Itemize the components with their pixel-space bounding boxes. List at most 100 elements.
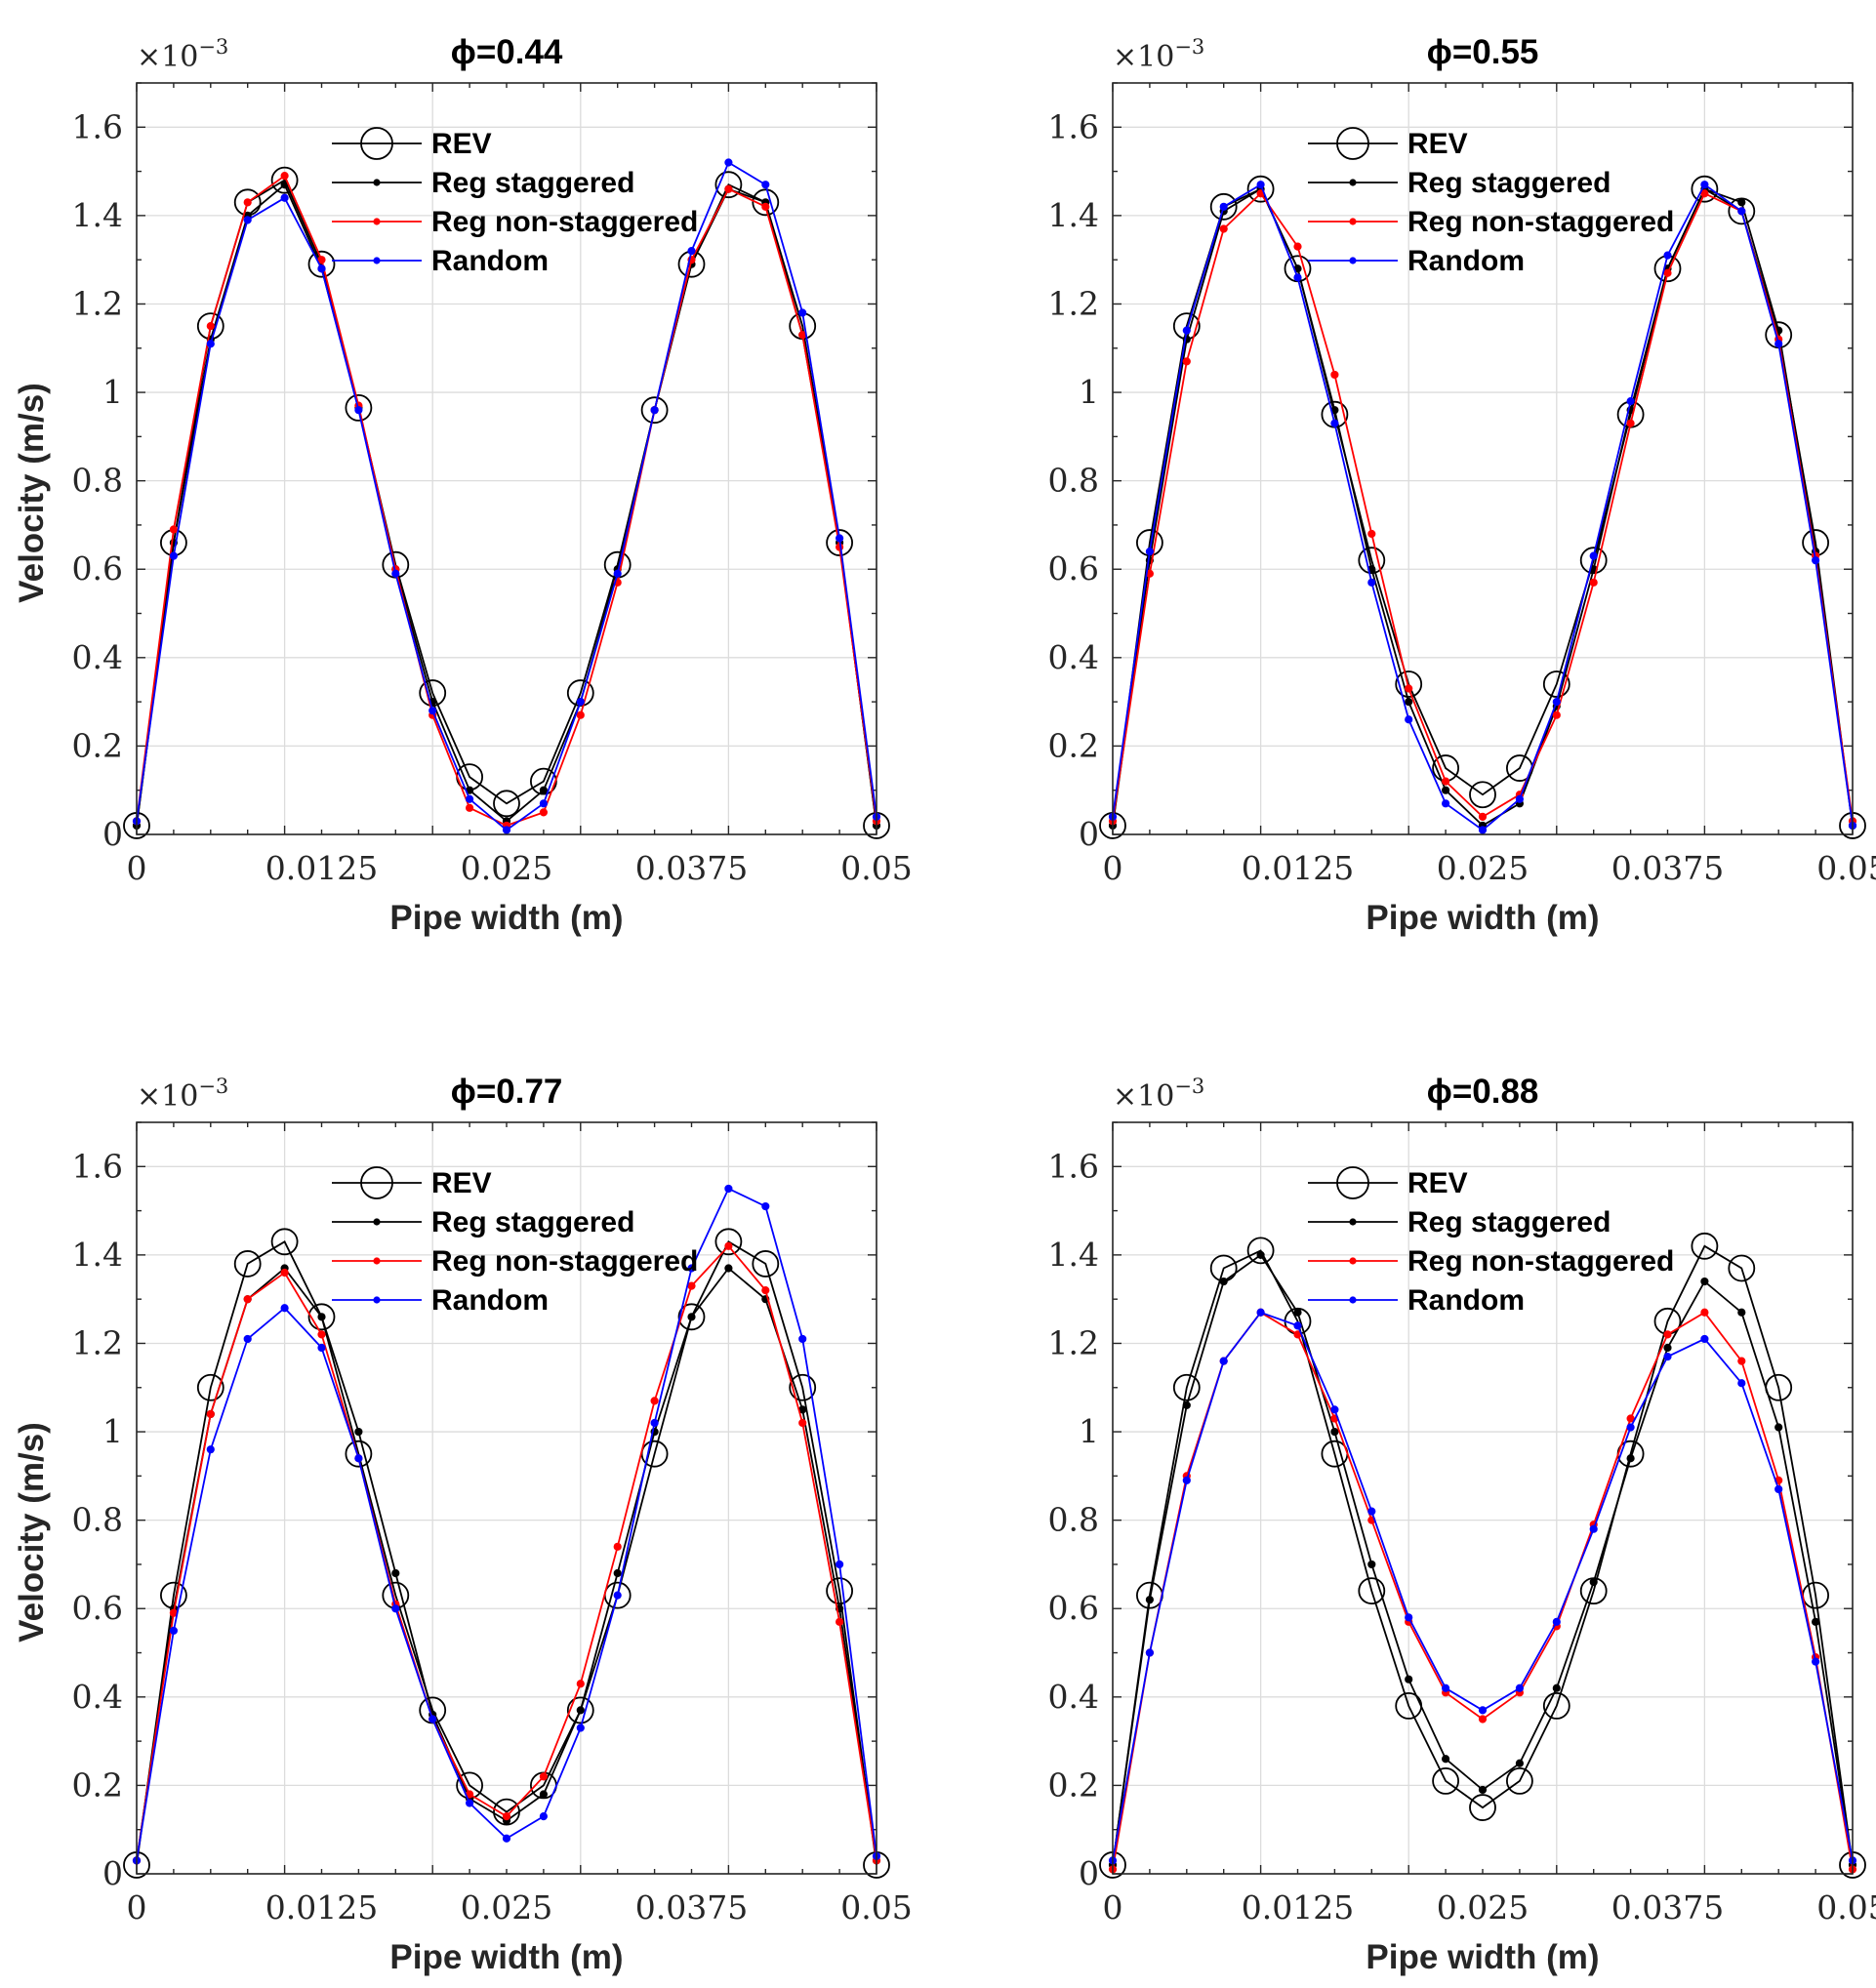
y-tick-label: 1 bbox=[102, 1412, 123, 1450]
data-point-rev bbox=[714, 171, 743, 199]
data-point-random bbox=[1478, 826, 1488, 834]
x-tick-label: 0.025 bbox=[461, 849, 552, 887]
data-point-rev bbox=[752, 1250, 780, 1278]
data-point-reg-staggered bbox=[1552, 1684, 1561, 1692]
y-tick-label: 1.6 bbox=[1048, 1147, 1099, 1185]
data-point-reg-staggered bbox=[1478, 1785, 1488, 1795]
data-point-random bbox=[1663, 251, 1672, 260]
data-point-random bbox=[1293, 1321, 1302, 1330]
x-tick-label: 0.0125 bbox=[1242, 1888, 1354, 1927]
data-point-random bbox=[1663, 1352, 1672, 1361]
legend-label: Reg non-staggered bbox=[431, 1245, 698, 1278]
data-point-random bbox=[687, 1264, 696, 1273]
legend-item-reg-non-staggered: Reg non-staggered bbox=[1308, 1245, 1674, 1278]
ticks bbox=[1112, 1121, 1854, 1875]
data-point-reg-non-staggered bbox=[243, 198, 252, 207]
data-point-random bbox=[1552, 698, 1561, 707]
legend-label: Random bbox=[1407, 245, 1525, 277]
data-point-rev bbox=[307, 1303, 336, 1331]
legend-label: Reg non-staggered bbox=[1407, 206, 1674, 238]
y-tick-label: 1.6 bbox=[72, 1147, 123, 1185]
series-reg-staggered bbox=[1108, 1250, 1857, 1870]
y-tick-label: 0.8 bbox=[72, 462, 123, 500]
legend-item-reg-staggered: Reg staggered bbox=[1308, 1206, 1611, 1238]
data-point-random bbox=[1145, 548, 1155, 556]
x-tick-label: 0.0125 bbox=[1242, 849, 1354, 887]
legend-item-rev: REV bbox=[1308, 127, 1468, 160]
data-point-reg-non-staggered bbox=[724, 1241, 733, 1250]
data-point-reg-non-staggered bbox=[1405, 684, 1413, 693]
legend-item-rev: REV bbox=[332, 127, 492, 160]
legend: REV Reg staggered Reg non-staggered Random bbox=[332, 127, 698, 277]
data-point-random bbox=[687, 247, 696, 256]
x-tick-label: 0.0375 bbox=[1611, 849, 1724, 887]
data-point-reg-non-staggered bbox=[1219, 224, 1228, 233]
legend-marker bbox=[373, 1296, 381, 1304]
data-point-rev bbox=[233, 1250, 262, 1278]
data-point-reg-non-staggered bbox=[317, 1330, 326, 1339]
data-point-rev bbox=[677, 1303, 706, 1331]
plot-area bbox=[137, 83, 877, 834]
legend-label: Random bbox=[1407, 1284, 1525, 1317]
legend-item-rev: REV bbox=[332, 1166, 492, 1199]
data-point-rev bbox=[196, 1373, 224, 1401]
data-point-rev bbox=[1542, 670, 1570, 698]
x-tick-label: 0.0125 bbox=[265, 849, 378, 887]
data-point-reg-staggered bbox=[724, 1264, 733, 1273]
y-tick-label: 1.6 bbox=[72, 107, 123, 145]
data-point-reg-staggered bbox=[1256, 1250, 1265, 1259]
legend: REV Reg staggered Reg non-staggered Random bbox=[332, 1166, 698, 1317]
legend-item-reg-non-staggered: Reg non-staggered bbox=[332, 206, 698, 238]
data-point-random bbox=[1737, 1379, 1746, 1388]
data-point-rev bbox=[493, 790, 520, 818]
legend-label: Reg staggered bbox=[1407, 167, 1611, 199]
data-point-rev bbox=[566, 1696, 594, 1724]
data-point-reg-non-staggered bbox=[650, 1397, 659, 1405]
chart-title: ϕ=0.44 bbox=[451, 33, 563, 71]
y-exponent-label: ×10−3 bbox=[137, 35, 228, 74]
data-point-random bbox=[1774, 1484, 1783, 1494]
data-point-random bbox=[317, 1343, 326, 1353]
data-point-reg-staggered bbox=[1219, 1277, 1228, 1286]
y-axis-title: Velocity (m/s) bbox=[13, 383, 51, 603]
data-point-random bbox=[1182, 1476, 1191, 1484]
legend-marker bbox=[373, 1218, 381, 1226]
data-point-reg-staggered bbox=[1700, 1277, 1709, 1286]
data-point-rev bbox=[345, 1440, 373, 1468]
series-line-rev bbox=[136, 179, 877, 827]
legend-label: REV bbox=[431, 1167, 492, 1199]
x-axis-title: Pipe width (m) bbox=[389, 1938, 623, 1976]
x-axis-title: Pipe width (m) bbox=[1366, 899, 1599, 937]
y-tick-label: 0 bbox=[1079, 1854, 1099, 1892]
data-point-random bbox=[1219, 1357, 1228, 1365]
data-point-random bbox=[650, 1418, 659, 1428]
plot-area bbox=[1113, 1122, 1853, 1874]
y-tick-label: 0 bbox=[102, 1854, 123, 1892]
data-point-random bbox=[1293, 273, 1302, 282]
data-point-rev bbox=[752, 188, 780, 217]
data-point-random bbox=[539, 799, 549, 808]
data-point-random bbox=[724, 1184, 733, 1194]
legend-marker bbox=[1349, 179, 1357, 186]
data-point-reg-non-staggered bbox=[539, 808, 549, 817]
x-tick-label: 0.0375 bbox=[635, 1888, 748, 1927]
data-point-random bbox=[1812, 1657, 1820, 1666]
data-point-reg-non-staggered bbox=[687, 1281, 696, 1290]
data-point-random bbox=[169, 551, 178, 560]
data-point-random bbox=[1442, 1684, 1450, 1692]
data-point-reg-non-staggered bbox=[576, 710, 585, 719]
data-point-reg-non-staggered bbox=[576, 1680, 585, 1688]
data-point-random bbox=[1589, 551, 1598, 560]
plot-area bbox=[137, 1122, 877, 1874]
data-point-reg-non-staggered bbox=[836, 1617, 844, 1626]
data-point-random bbox=[1774, 340, 1783, 348]
data-point-reg-non-staggered bbox=[206, 1409, 215, 1419]
data-point-reg-non-staggered bbox=[1663, 268, 1672, 277]
data-point-random bbox=[613, 1591, 622, 1600]
data-point-rev bbox=[1432, 1766, 1459, 1795]
data-point-reg-non-staggered bbox=[466, 803, 474, 812]
data-point-random bbox=[1812, 556, 1820, 565]
data-point-rev bbox=[640, 396, 669, 425]
data-point-random bbox=[1145, 1648, 1155, 1657]
legend: REV Reg staggered Reg non-staggered Random bbox=[1308, 1166, 1674, 1317]
